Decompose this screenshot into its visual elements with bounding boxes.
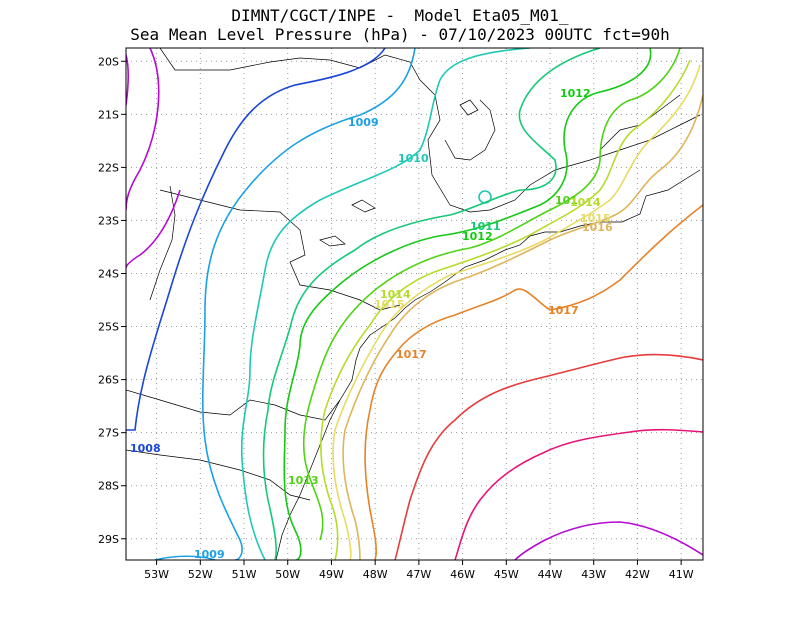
isobar-label-1010: 1010 (398, 152, 429, 165)
title-line-1: DIMNT/CGCT/INPE - Model Eta05_M01_ (231, 6, 569, 25)
x-tick-label: 42W (625, 568, 650, 581)
y-tick-label: 28S (98, 480, 119, 493)
isobar-label-1014: 1014 (570, 196, 601, 209)
y-tick-label: 21S (98, 108, 119, 121)
isobar-label-1009: 1009 (348, 116, 379, 129)
y-tick-label: 26S (98, 374, 119, 387)
isobar-label-1017: 1017 (548, 304, 579, 317)
y-axis: 20S 21S 22S 23S 24S 25S 26S 27S 28S 29S (98, 55, 126, 546)
isobar-1019 (454, 428, 703, 560)
y-tick-label: 24S (98, 267, 119, 280)
isobar-1020 (514, 521, 703, 560)
x-tick-label: 45W (494, 568, 519, 581)
isobar-1009 (154, 555, 216, 560)
isobar-label-1014: 1014 (380, 288, 411, 301)
isobar-1008 (126, 48, 386, 431)
isobar-label-1016: 1016 (582, 221, 613, 234)
x-tick-label: 41W (669, 568, 694, 581)
isobar-1015 (332, 64, 701, 560)
state-border (444, 99, 496, 161)
isobar-1017 (364, 204, 703, 560)
x-tick-label: 49W (319, 568, 344, 581)
x-tick-label: 47W (406, 568, 431, 581)
isobar-1013 (302, 48, 681, 541)
isobar-label-1012: 1012 (560, 87, 591, 100)
x-tick-label: 48W (363, 568, 388, 581)
isobar-labels: 1008 1009 1009 1010 1011 1012 1012 1013 … (130, 87, 613, 561)
isobar-label-1017: 1017 (396, 348, 427, 361)
isobar-1020 (126, 48, 160, 211)
reservoir (319, 99, 479, 247)
isobar-1012 (283, 48, 652, 560)
plot-frame (125, 47, 704, 561)
y-tick-label: 23S (98, 214, 119, 227)
x-tick-label: 43W (581, 568, 606, 581)
isobar-label-1012: 1012 (462, 230, 493, 243)
x-tick-label: 53W (144, 568, 169, 581)
isobar-label-1009: 1009 (194, 548, 225, 561)
isobar-1010 (478, 190, 492, 204)
state-border (159, 189, 401, 311)
x-tick-label: 51W (232, 568, 257, 581)
isobar-1016 (342, 94, 703, 560)
state-border (599, 94, 681, 151)
y-tick-label: 20S (98, 55, 119, 68)
isobar-label-1008: 1008 (130, 442, 161, 455)
isobar-label-1011: 1011 (470, 220, 501, 233)
isobar-1011 (262, 48, 601, 560)
grid-lines (126, 48, 703, 560)
borders (126, 48, 701, 560)
state-border (126, 389, 341, 421)
isobar-1020 (126, 189, 181, 269)
isobar-1009 (201, 48, 416, 560)
y-tick-label: 22S (98, 161, 119, 174)
x-tick-label: 52W (188, 568, 213, 581)
isobar-label-101: 101 (555, 194, 578, 207)
state-border (159, 48, 701, 213)
isobar-label-1015: 1015 (580, 212, 611, 225)
x-tick-label: 50W (275, 568, 300, 581)
isobar-1018 (394, 353, 703, 560)
isobar-1014 (320, 59, 691, 560)
state-border (149, 185, 176, 301)
isobar-label-1013: 1013 (288, 474, 319, 487)
isobars (126, 48, 703, 560)
x-tick-label: 44W (538, 568, 563, 581)
x-axis: 53W 52W 51W 50W 49W 48W 47W 46W 45W 44W 43W 42W 41W (144, 560, 694, 581)
isobar-label-1015: 1015 (374, 298, 405, 311)
y-tick-label: 29S (98, 533, 119, 546)
isobar-1010 (240, 48, 531, 560)
x-tick-label: 46W (450, 568, 475, 581)
y-tick-label: 27S (98, 427, 119, 440)
title-line-2: Sea Mean Level Pressure (hPa) - 07/10/20… (130, 25, 670, 44)
state-border (126, 449, 311, 501)
y-tick-label: 25S (98, 321, 119, 334)
